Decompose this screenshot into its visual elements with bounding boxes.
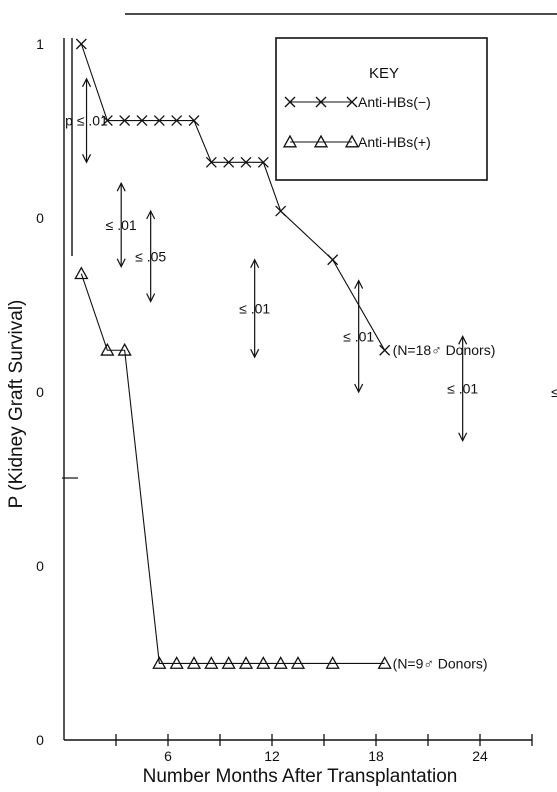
y-tick-label: 0 (36, 384, 44, 400)
series-layer: (N=18♂ Donors) (N=9♂ Donors) (74, 38, 496, 671)
p-value-arrow-down (354, 383, 364, 394)
data-point-triangle-marker (290, 656, 306, 669)
legend-x-marker (315, 96, 327, 108)
data-point-triangle-marker (256, 656, 271, 669)
data-point-triangle-marker (74, 266, 89, 280)
p-value-marker: ≤ .02 (551, 384, 557, 400)
p-value-label: ≤ .02 (551, 384, 557, 400)
data-point-x-marker (223, 156, 235, 168)
data-point-triangle-marker (377, 656, 392, 669)
p-value-arrow-down (116, 258, 126, 269)
data-point-triangle-marker (204, 656, 219, 669)
series-line (80, 43, 386, 351)
x-tick-labels: 6 12 18 24 (164, 748, 488, 764)
p-value-marker: p ≤ .01 (65, 77, 108, 164)
legend-entry-anti-hbs-positive: Anti-HBs(+) (282, 134, 431, 150)
p-value-arrow-down (458, 432, 468, 443)
p-value-arrow-down (81, 154, 92, 164)
data-point-x-marker (171, 115, 183, 127)
legend-entry-anti-hbs-negative: Anti-HBs(−) (284, 94, 431, 110)
p-value-arrow-up (354, 279, 364, 289)
p-value-label: ≤ .01 (239, 300, 270, 316)
x-axis-label: Number Months After Transplantation (143, 766, 458, 787)
data-point-x-marker (75, 38, 87, 50)
data-point-x-marker (119, 115, 131, 127)
data-point-x-marker (136, 115, 148, 127)
data-point-x-marker (275, 205, 287, 217)
data-point-triangle-marker (325, 656, 340, 669)
series-annotation: (N=9♂ Donors) (393, 655, 488, 671)
legend-x-marker (284, 96, 296, 108)
y-axis-label: P (Kidney Graft Survival) (6, 300, 27, 509)
data-point-triangle-marker (152, 656, 167, 669)
legend-x-marker (346, 96, 358, 108)
data-point-triangle-marker (117, 342, 132, 356)
x-tick-label: 24 (472, 748, 488, 764)
legend-triangle-marker (313, 134, 329, 148)
p-value-arrow-up (81, 77, 92, 88)
y-tick-label: 1 (36, 36, 44, 52)
x-tick-label: 6 (164, 748, 172, 764)
data-point-x-marker (240, 156, 252, 168)
data-point-triangle-marker (238, 656, 254, 669)
legend-triangle-marker (282, 134, 298, 148)
p-value-arrow-up (116, 181, 126, 192)
data-point-triangle-marker (273, 656, 288, 669)
p-value-arrow-down (146, 293, 156, 303)
data-point-triangle-marker (221, 656, 236, 669)
p-value-marker: ≤ .01 (239, 258, 270, 359)
p-value-arrow-up (458, 334, 468, 345)
legend-title: KEY (369, 65, 399, 82)
p-value-marker: ≤ .01 (343, 279, 374, 394)
series-anti-hbs: (N=18♂ Donors) (75, 38, 496, 358)
legend-label: Anti-HBs(+) (358, 134, 431, 150)
p-value-marker: ≤ .01 (106, 181, 137, 269)
series-annotation: (N=18♂ Donors) (393, 342, 496, 358)
p-value-arrow-down (250, 348, 260, 359)
legend: KEY Anti-HBs(−) Anti-HBs(+) (275, 37, 488, 181)
series-anti-hbs: (N=9♂ Donors) (74, 266, 488, 671)
data-point-x-marker (257, 156, 269, 168)
p-value-arrow-up (146, 209, 156, 220)
series-line (80, 273, 385, 664)
p-value-label: ≤ .05 (135, 248, 166, 264)
p-value-label: ≤ .01 (343, 328, 374, 344)
legend-box (275, 37, 488, 181)
y-tick-labels: 1 0 0 0 0 (36, 36, 44, 748)
p-value-label: ≤ .01 (106, 217, 137, 233)
p-value-marker: ≤ .01 (447, 334, 478, 443)
p-value-marker: ≤ .05 (135, 209, 166, 303)
p-value-label: p ≤ .01 (65, 113, 108, 129)
x-tick-label: 12 (264, 748, 280, 764)
data-point-triangle-marker (100, 342, 115, 356)
data-point-x-marker (205, 156, 217, 168)
data-point-x-marker (153, 115, 165, 127)
data-point-triangle-marker (186, 656, 202, 669)
y-tick-label: 0 (36, 732, 44, 748)
y-tick-label: 0 (36, 558, 44, 574)
data-point-x-marker (188, 115, 200, 127)
pvalue-layer: p ≤ .01≤ .01≤ .05≤ .01≤ .01≤ .01≤ .02NS (65, 77, 557, 443)
data-point-x-marker (379, 344, 391, 356)
legend-label: Anti-HBs(−) (358, 94, 431, 110)
p-value-arrow-up (250, 258, 260, 269)
x-tick-label: 18 (368, 748, 384, 764)
data-point-x-marker (327, 254, 339, 266)
x-ticks (115, 734, 533, 746)
data-point-x-marker (101, 115, 113, 127)
y-tick-label: 0 (36, 210, 44, 226)
p-value-label: ≤ .01 (447, 381, 478, 397)
data-point-triangle-marker (169, 656, 184, 669)
legend-triangle-marker (344, 134, 360, 148)
